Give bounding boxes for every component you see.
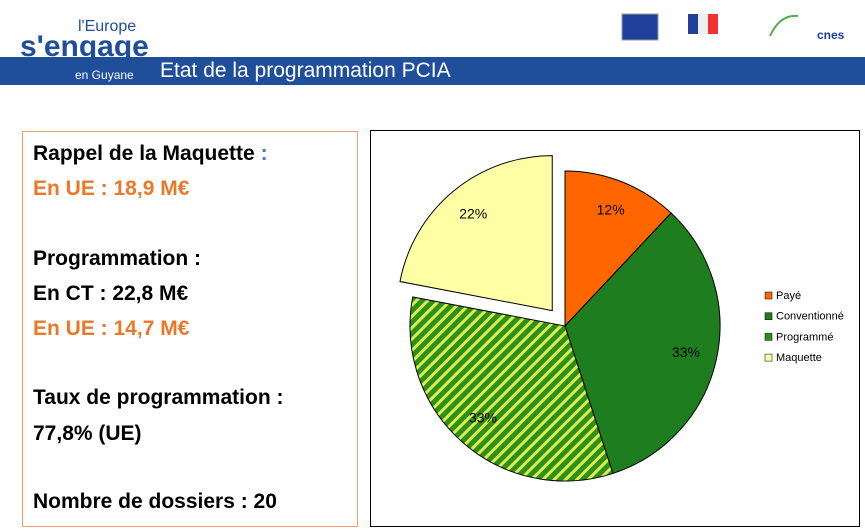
summary-text: 77,8% (UE) xyxy=(33,422,142,445)
summary-text: Nombre de dossiers : 20 xyxy=(33,490,277,513)
slide-title: Etat de la programmation PCIA xyxy=(160,59,451,82)
fr-flag xyxy=(698,14,708,34)
cnes-logo: cnes xyxy=(817,28,845,42)
pie-slice xyxy=(564,212,721,475)
data-label: 12% xyxy=(597,201,625,217)
eu-flag xyxy=(621,13,659,41)
summary-text: Programmation : xyxy=(33,247,202,270)
summary-text: Rappel de la Maquette xyxy=(33,142,255,165)
data-label: 33% xyxy=(672,344,700,360)
fr-flag xyxy=(688,14,698,34)
chart: 12% 33% 33% 22% Payé Conventionné Programmé Maq… xyxy=(370,130,860,527)
summary-text: Taux de programmation : xyxy=(33,386,284,409)
summary-text: En UE : 18,9 M€ xyxy=(33,177,190,200)
partner-logos: cnes xyxy=(621,13,845,42)
summary-box: Rappel de la Maquette : En UE : 18,9 M€ … xyxy=(22,131,358,527)
logo-text: en Guyane xyxy=(75,68,134,82)
summary-text: En UE : 14,7 M€ xyxy=(33,317,190,340)
summary-text: En CT : 22,8 M€ xyxy=(33,282,189,305)
pie-slice xyxy=(409,296,614,482)
data-label: 33% xyxy=(469,410,497,426)
title-band xyxy=(0,57,865,85)
legend-swatch xyxy=(764,312,773,320)
pie-slice xyxy=(564,170,672,328)
legend-swatch xyxy=(764,333,773,341)
legend-swatch xyxy=(764,291,773,300)
logo-text: l'Europe xyxy=(78,18,137,35)
pie-slice xyxy=(399,155,553,312)
legend-label: Conventionné xyxy=(776,311,844,323)
fr-flag xyxy=(708,14,718,34)
summary-text: : xyxy=(260,142,268,165)
ctg-logo xyxy=(769,14,799,37)
legend-label: Programmé xyxy=(776,331,833,343)
legend-label: Maquette xyxy=(776,352,822,364)
legend-label: Payé xyxy=(776,290,801,302)
legend-swatch xyxy=(764,353,773,362)
data-label: 22% xyxy=(459,206,487,222)
